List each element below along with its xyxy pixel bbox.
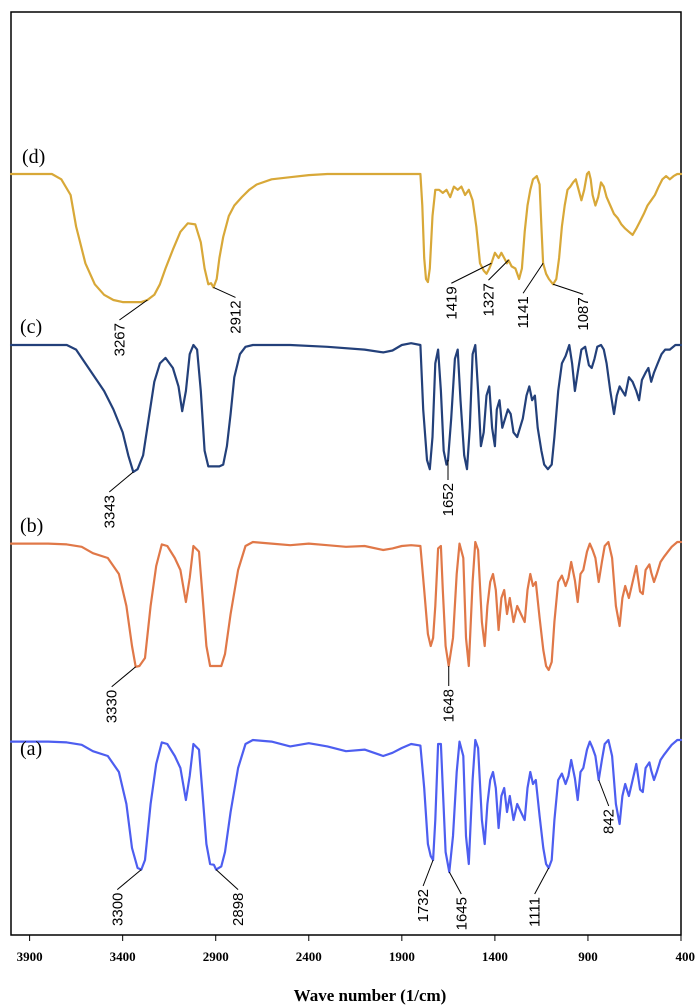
series-label-d: (d) bbox=[22, 146, 45, 168]
x-tick-label-2900: 2900 bbox=[203, 949, 229, 964]
x-tick-label-1400: 1400 bbox=[482, 949, 508, 964]
annotation-label-1645: 1645 bbox=[453, 897, 470, 930]
annotation-label-2898: 2898 bbox=[230, 893, 247, 926]
x-tick-label-3900: 3900 bbox=[17, 949, 43, 964]
series-label-a: (a) bbox=[20, 738, 42, 760]
annotation-label-1087: 1087 bbox=[575, 297, 592, 330]
x-tick-label-400: 400 bbox=[676, 949, 696, 964]
series-label-b: (b) bbox=[20, 515, 43, 537]
series-trace-d bbox=[11, 172, 681, 302]
annotation-label-3330: 3330 bbox=[104, 690, 121, 723]
x-tick-label-900: 900 bbox=[578, 949, 598, 964]
series-trace-a bbox=[11, 740, 681, 872]
annotation-label-1419: 1419 bbox=[443, 286, 460, 319]
series-label-c: (c) bbox=[20, 316, 42, 338]
series-trace-c bbox=[11, 343, 681, 472]
annotation-label-3343: 3343 bbox=[101, 495, 118, 528]
annotation-label-3267: 3267 bbox=[111, 323, 128, 356]
annotation-label-1327: 1327 bbox=[480, 283, 497, 316]
series-trace-b bbox=[11, 542, 681, 670]
x-tick-label-1900: 1900 bbox=[389, 949, 415, 964]
annotation-leader-1732 bbox=[423, 860, 433, 886]
annotation-leader-3330 bbox=[112, 667, 136, 687]
plot-frame bbox=[11, 12, 681, 935]
annotation-leader-2898 bbox=[216, 870, 238, 890]
x-tick-label-2400: 2400 bbox=[296, 949, 322, 964]
annotation-leader-1087 bbox=[553, 284, 583, 294]
annotation-label-1732: 1732 bbox=[415, 889, 432, 922]
x-tick-label-3400: 3400 bbox=[110, 949, 136, 964]
annotation-label-2912: 2912 bbox=[227, 300, 244, 333]
annotation-leader-842 bbox=[599, 780, 609, 806]
annotation-leader-2912 bbox=[213, 287, 235, 297]
annotation-label-1648: 1648 bbox=[441, 689, 458, 722]
series-labels-group: (a) (b) (c) (d) bbox=[20, 146, 45, 760]
annotation-label-1141: 1141 bbox=[515, 296, 532, 328]
annotation-label-3300: 3300 bbox=[109, 893, 126, 926]
annotation-label-1652: 1652 bbox=[440, 483, 457, 516]
annotation-leader-1111 bbox=[535, 868, 549, 894]
annotation-leader-1141 bbox=[523, 263, 543, 293]
annotation-leader-1645 bbox=[449, 872, 461, 894]
annotation-label-1111: 1111 bbox=[527, 897, 544, 927]
x-axis-title: Wave number (1/cm) bbox=[294, 986, 447, 1005]
x-ticks-group: 3900 3400 2900 2400 1900 1400 900 400 bbox=[17, 935, 695, 964]
annotation-leader-3343 bbox=[109, 472, 133, 492]
annotation-label-842: 842 bbox=[601, 809, 618, 834]
annotation-leader-3300 bbox=[117, 870, 141, 890]
